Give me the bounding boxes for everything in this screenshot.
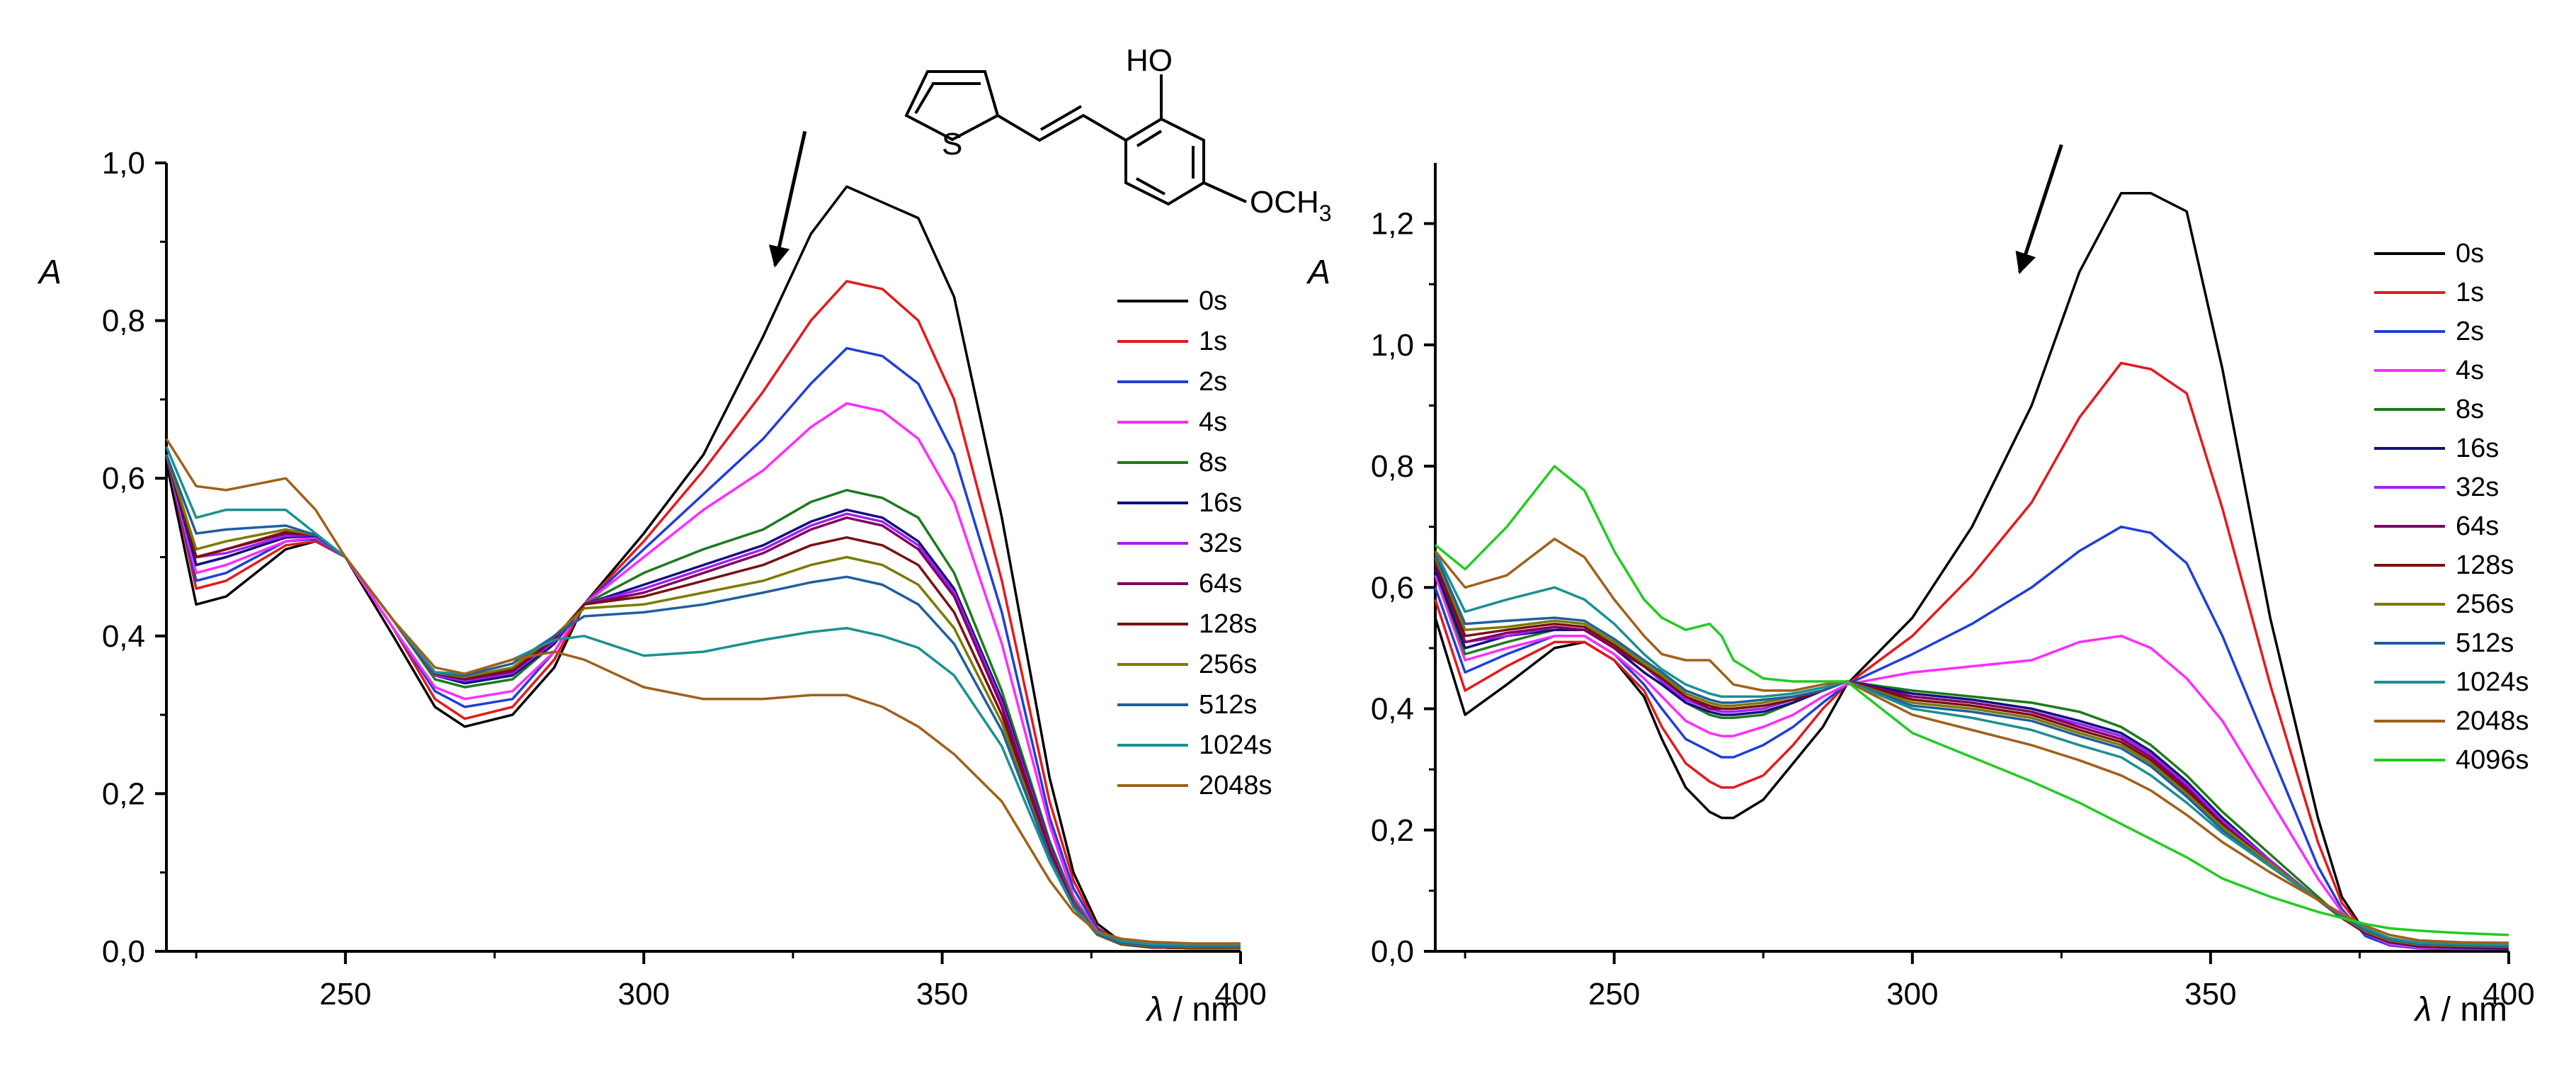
legend-label-32s: 32s xyxy=(1199,528,1242,558)
methoxy-label: OCH3 xyxy=(1250,185,1332,226)
legend-label-256s: 256s xyxy=(1199,650,1257,679)
legend-label-1s: 1s xyxy=(1199,327,1227,356)
series-line-256s xyxy=(1434,556,2509,948)
legend-label-2048s: 2048s xyxy=(2456,706,2529,736)
x-tick-label: 250 xyxy=(319,977,371,1012)
x-axis-title: λ / nm xyxy=(1145,991,1239,1029)
legend-label-0s: 0s xyxy=(2456,239,2484,268)
legend-label-128s: 128s xyxy=(1199,609,1257,639)
y-tick-label: 1,0 xyxy=(1371,328,1414,363)
x-tick-label: 350 xyxy=(916,977,968,1012)
legend-label-2s: 2s xyxy=(2456,317,2484,346)
y-tick-label: 0,8 xyxy=(102,304,145,339)
series-line-64s xyxy=(1434,562,2509,949)
x-tick-label: 250 xyxy=(1588,977,1640,1012)
left-chart-panel: 250 300 350 400 0,0 0,2 0,4 0,6 0,8 1,0 Aλ / nm 0s 1… xyxy=(37,130,1272,1029)
series-line-0s xyxy=(165,185,1241,950)
legend-label-8s: 8s xyxy=(2456,395,2484,424)
y-tick-label: 0,4 xyxy=(1371,692,1414,727)
y-tick-label: 0,6 xyxy=(102,461,145,496)
legend-label-1024s: 1024s xyxy=(1199,730,1272,760)
series-line-0s xyxy=(1434,192,2509,951)
legend-label-4s: 4s xyxy=(1199,407,1227,437)
legend-label-512s: 512s xyxy=(2456,628,2514,658)
y-tick-label: 0,0 xyxy=(1371,934,1414,969)
legend-label-2048s: 2048s xyxy=(1199,771,1272,800)
y-tick-label: 0,6 xyxy=(1371,570,1414,605)
x-tick-label: 400 xyxy=(2483,977,2534,1012)
legend-label-256s: 256s xyxy=(2456,589,2514,619)
decrease-arrow xyxy=(768,130,807,268)
series-line-4s xyxy=(165,402,1241,950)
legend-label-0s: 0s xyxy=(1199,286,1227,316)
decrease-arrow xyxy=(2015,144,2063,274)
series-line-2048s xyxy=(1434,538,2509,944)
x-axis-title: λ / nm xyxy=(2413,991,2507,1029)
legend-label-1s: 1s xyxy=(2456,278,2484,307)
series-line-32s xyxy=(1434,562,2509,949)
legend-label-16s: 16s xyxy=(1199,488,1242,518)
y-axis-title: A xyxy=(37,254,62,291)
series-line-1s xyxy=(165,280,1241,950)
x-axis-title-symbol: λ xyxy=(2413,991,2432,1029)
x-axis-title-symbol: λ xyxy=(1145,991,1164,1029)
legend-label-16s: 16s xyxy=(2456,434,2499,463)
series-line-128s xyxy=(1434,560,2509,948)
legend-label-512s: 512s xyxy=(1199,690,1257,720)
y-axis-title: A xyxy=(1306,254,1330,291)
methoxy-main: OCH xyxy=(1250,185,1319,220)
vinyl-bridge xyxy=(996,113,1127,142)
molecule-structure xyxy=(904,70,1247,206)
x-tick-label: 350 xyxy=(2184,977,2236,1012)
series-line-1024s xyxy=(165,446,1241,946)
legend-label-1024s: 1024s xyxy=(2456,667,2529,697)
thiophene-ring xyxy=(904,70,1000,142)
series-line-2s xyxy=(165,346,1241,950)
y-tick-label: 0,8 xyxy=(1371,449,1414,484)
x-tick-label: 400 xyxy=(1214,977,1266,1012)
y-tick-label: 0,0 xyxy=(102,934,145,969)
legend-label-64s: 64s xyxy=(2456,511,2499,541)
x-tick-label: 300 xyxy=(618,977,670,1012)
series-line-1s xyxy=(1434,361,2509,951)
series-line-512s xyxy=(1434,553,2509,948)
x-tick-label: 300 xyxy=(1886,977,1938,1012)
legend-label-2s: 2s xyxy=(1199,367,1227,397)
hydroxy-label: HO xyxy=(1126,43,1173,78)
y-tick-label: 0,2 xyxy=(1371,813,1414,848)
legend-label-8s: 8s xyxy=(1199,448,1227,477)
series-line-1024s xyxy=(1434,550,2509,946)
legend-label-4s: 4s xyxy=(2456,356,2484,385)
x-axis-title-unit: / nm xyxy=(1163,991,1239,1029)
series-line-8s xyxy=(1434,569,2509,950)
legend-label-128s: 128s xyxy=(2456,550,2514,580)
methoxy-subscript: 3 xyxy=(1319,200,1332,226)
series-line-2s xyxy=(1434,525,2509,951)
y-tick-label: 1,0 xyxy=(102,146,145,181)
series-line-4096s xyxy=(1434,465,2509,936)
y-tick-label: 1,2 xyxy=(1371,207,1414,242)
legend-label-32s: 32s xyxy=(2456,472,2499,502)
legend-label-4096s: 4096s xyxy=(2456,745,2529,775)
x-axis-title-unit: / nm xyxy=(2432,991,2507,1029)
series-line-2048s xyxy=(165,438,1241,945)
sulfur-label: S xyxy=(942,127,962,162)
y-tick-label: 0,2 xyxy=(102,776,145,811)
y-tick-label: 0,4 xyxy=(102,619,145,654)
legend-label-64s: 64s xyxy=(1199,569,1242,599)
right-chart-panel: 250 300 350 400 0,0 0,2 0,4 0,6 0,8 1,0 1,2 Aλ / nm… xyxy=(1306,144,2535,1029)
series-line-4s xyxy=(1434,574,2509,950)
series-line-16s xyxy=(1434,568,2509,950)
